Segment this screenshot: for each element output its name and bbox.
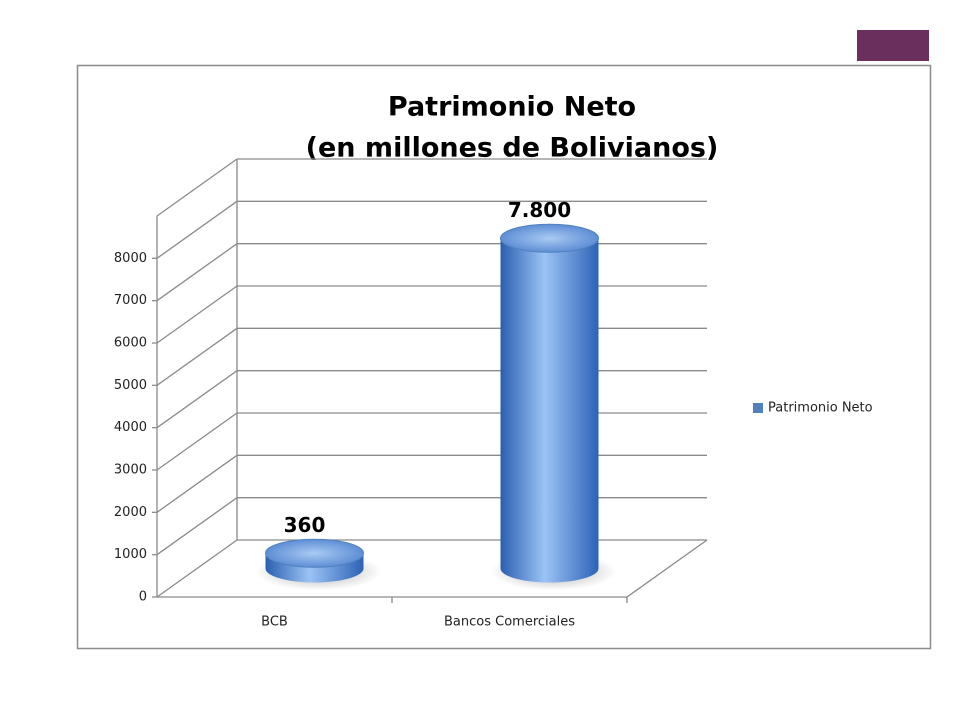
y-tick-label: 4000 xyxy=(114,420,147,435)
grid-line xyxy=(156,454,238,513)
grid-line xyxy=(156,497,238,556)
wall-edge xyxy=(156,158,238,217)
plot: 0 1000 2000 3000 4000 5000 6000 7000 8000 BCB Banc… xyxy=(114,158,873,630)
y-tick-label: 7000 xyxy=(114,293,147,308)
grid-line xyxy=(156,539,238,598)
bar xyxy=(500,223,599,583)
bar-top xyxy=(500,223,599,253)
accent-bar xyxy=(857,30,929,61)
legend-label: Patrimonio Neto xyxy=(768,401,873,416)
grid-line xyxy=(156,200,238,259)
grid-line xyxy=(156,327,238,386)
legend-swatch xyxy=(753,403,763,413)
y-tick-label: 1000 xyxy=(114,547,147,562)
bar xyxy=(265,538,364,583)
bar-body xyxy=(500,238,599,583)
grid-line xyxy=(156,370,238,429)
grid-line xyxy=(156,285,238,344)
x-tick-label: Bancos Comerciales xyxy=(444,615,575,630)
grid-line xyxy=(156,243,238,302)
chart-title: Patrimonio Neto xyxy=(388,92,636,123)
grid-line xyxy=(156,412,238,471)
chart-subtitle: (en millones de Bolivianos) xyxy=(306,133,719,164)
y-tick-label: 8000 xyxy=(114,251,147,266)
x-tick-label: BCB xyxy=(261,615,288,630)
y-tick-label: 0 xyxy=(139,590,147,605)
y-tick-label: 3000 xyxy=(114,463,147,478)
y-tick-label: 5000 xyxy=(114,378,147,393)
floor-edge xyxy=(626,539,708,598)
y-tick-label: 2000 xyxy=(114,505,147,520)
data-label: 7.800 xyxy=(508,198,571,222)
y-tick-label: 6000 xyxy=(114,336,147,351)
bar-top xyxy=(265,538,364,568)
data-label: 360 xyxy=(284,513,326,537)
